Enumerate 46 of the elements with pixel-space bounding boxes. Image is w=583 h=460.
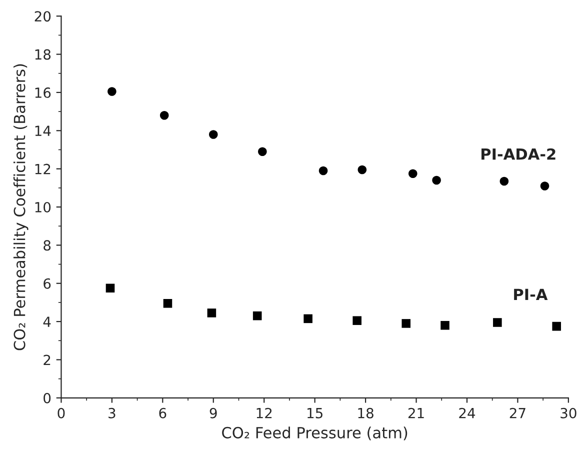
point [207,308,216,318]
x-tick-label: 12 [256,408,272,418]
point [500,176,509,186]
y-tick-label: 14 [35,126,51,136]
point [440,320,450,330]
point [160,110,169,120]
y-tick-label: 6 [44,278,51,289]
point [163,299,172,308]
y-tick-label: 16 [35,87,51,98]
y-tick-label: 2 [44,354,50,365]
x-tick-label: 27 [510,408,526,418]
point [258,147,267,156]
y-tick-label: 18 [35,49,51,60]
point [252,311,262,320]
x-tick-label: 6 [159,408,166,418]
point [540,182,550,190]
x-tick-label: 24 [459,408,476,418]
y-tick-label: 20 [34,11,51,22]
x-tick-label: 21 [408,408,424,418]
x-tick-label: 30 [560,408,576,418]
y-tick-label: 12 [35,164,50,174]
y-axis-title: CO₂ Permeability Coefficient (Barrers) [13,64,28,350]
point [108,87,116,96]
point [318,166,328,176]
point [208,130,218,139]
x-tick-label: 15 [308,408,322,418]
point [402,319,411,328]
point [106,284,115,293]
x-tick-label: 9 [210,408,217,418]
x-tick-label: 0 [58,408,65,418]
y-tick-label: 0 [44,392,51,404]
point [408,169,418,178]
series-label: PI-ADA-2 [482,148,556,160]
series-label: PI-A [514,288,548,300]
y-tick-label: 10 [35,202,51,212]
point [493,318,502,327]
y-tick-label: 4 [43,316,51,327]
point [358,165,367,174]
point [304,314,312,324]
x-tick-label: 3 [108,408,116,418]
x-tick-label: 18 [358,408,374,418]
y-tick-label: 8 [44,240,51,251]
x-axis-title: CO₂ Feed Pressure (atm) [222,426,408,440]
point [432,176,441,185]
point [552,322,561,331]
point [352,316,362,325]
